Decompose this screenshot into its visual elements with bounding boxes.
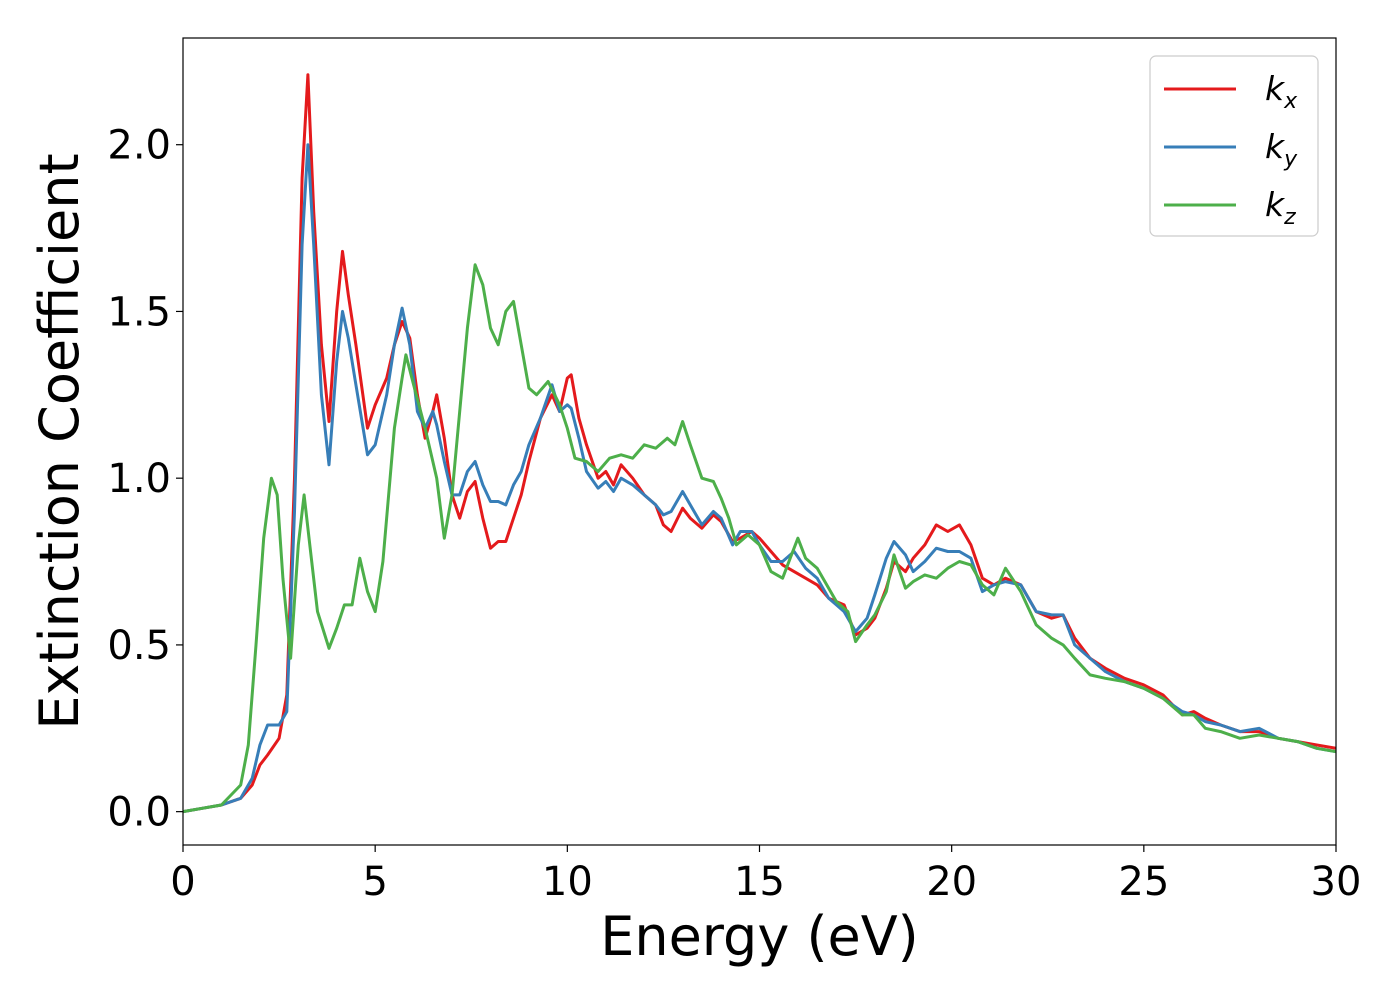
legend-label-kz: kz: [1265, 185, 1296, 230]
y-axis: 0.0 0.5 1.0 1.5 2.0: [107, 123, 183, 836]
x-tick-label: 0: [170, 859, 195, 905]
x-axis-title: Energy (eV): [600, 905, 919, 968]
y-tick-label: 1.0: [107, 456, 171, 502]
series-line-ky: [183, 143, 1336, 814]
legend-label-ky: ky: [1265, 127, 1298, 172]
y-tick-label: 0.0: [107, 790, 171, 836]
legend-label-base: k: [1265, 127, 1286, 166]
legend-label-kx: kx: [1265, 69, 1298, 114]
y-tick-label: 2.0: [107, 123, 171, 169]
y-tick-label: 1.5: [107, 289, 171, 335]
legend-label-base: k: [1265, 69, 1286, 108]
x-tick-label: 5: [362, 859, 387, 905]
series-line-kz: [183, 263, 1336, 814]
x-tick-label: 25: [1118, 859, 1169, 905]
legend-label-subscript: z: [1283, 205, 1296, 230]
x-tick-label: 10: [542, 859, 593, 905]
x-tick-label: 15: [734, 859, 785, 905]
series-layer: [183, 73, 1336, 814]
legend-label-subscript: y: [1283, 147, 1298, 172]
y-axis-title: Extinction Coefficient: [28, 153, 91, 729]
legend-label-base: k: [1265, 185, 1286, 224]
legend-label-subscript: x: [1283, 89, 1298, 114]
x-tick-label: 30: [1311, 859, 1362, 905]
x-axis: 0 5 10 15 20 25 30: [170, 845, 1361, 905]
y-tick-label: 0.5: [107, 623, 171, 669]
x-tick-label: 20: [926, 859, 977, 905]
